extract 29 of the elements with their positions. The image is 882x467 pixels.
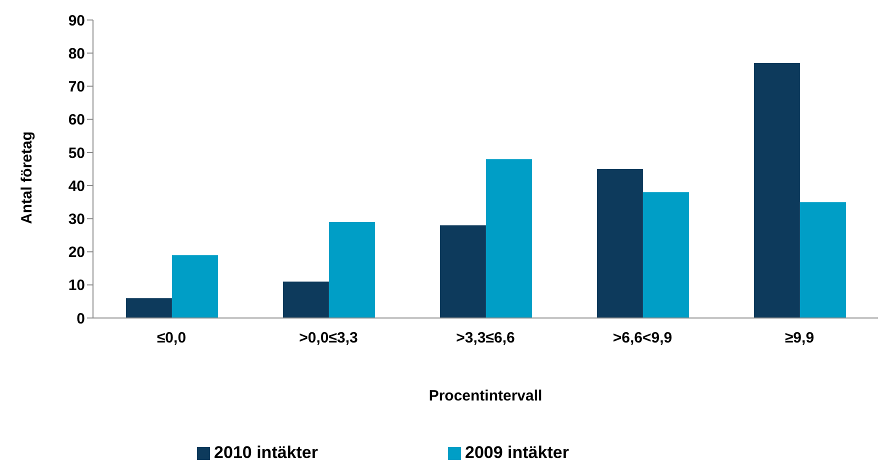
y-tick-label: 50: [68, 144, 85, 162]
x-axis-title: Procentintervall: [428, 388, 542, 405]
bar: [754, 63, 800, 318]
x-tick-label: >6,6<9,9: [612, 330, 672, 347]
x-tick-label: ≥9,9: [784, 330, 814, 347]
y-axis-title: Antal företag: [18, 131, 36, 224]
bar: [596, 169, 643, 318]
x-tick-label: ≤0,0: [156, 330, 186, 347]
y-tick-label: 20: [68, 244, 85, 262]
y-tick-label: 0: [76, 310, 85, 328]
bar: [328, 222, 375, 318]
bar: [172, 255, 218, 318]
bar: [642, 192, 689, 318]
bar: [800, 202, 846, 318]
bar: [282, 282, 329, 318]
y-tick-label: 10: [68, 277, 85, 294]
legend-label: 2010 intäkter: [214, 443, 318, 462]
bar: [126, 298, 172, 318]
y-tick-label: 60: [68, 112, 85, 129]
y-tick-label: 90: [68, 12, 85, 30]
y-tick-label: 40: [68, 178, 85, 195]
y-tick-label: 80: [68, 45, 85, 62]
bar: [440, 225, 486, 318]
bar: [486, 159, 532, 318]
y-tick-label: 70: [68, 78, 85, 96]
legend-label: 2009 intäkter: [465, 443, 569, 462]
x-tick-label: >3,3≤6,6: [456, 330, 515, 347]
y-tick-label: 30: [68, 210, 85, 228]
x-tick-label: >0,0≤3,3: [299, 330, 358, 347]
